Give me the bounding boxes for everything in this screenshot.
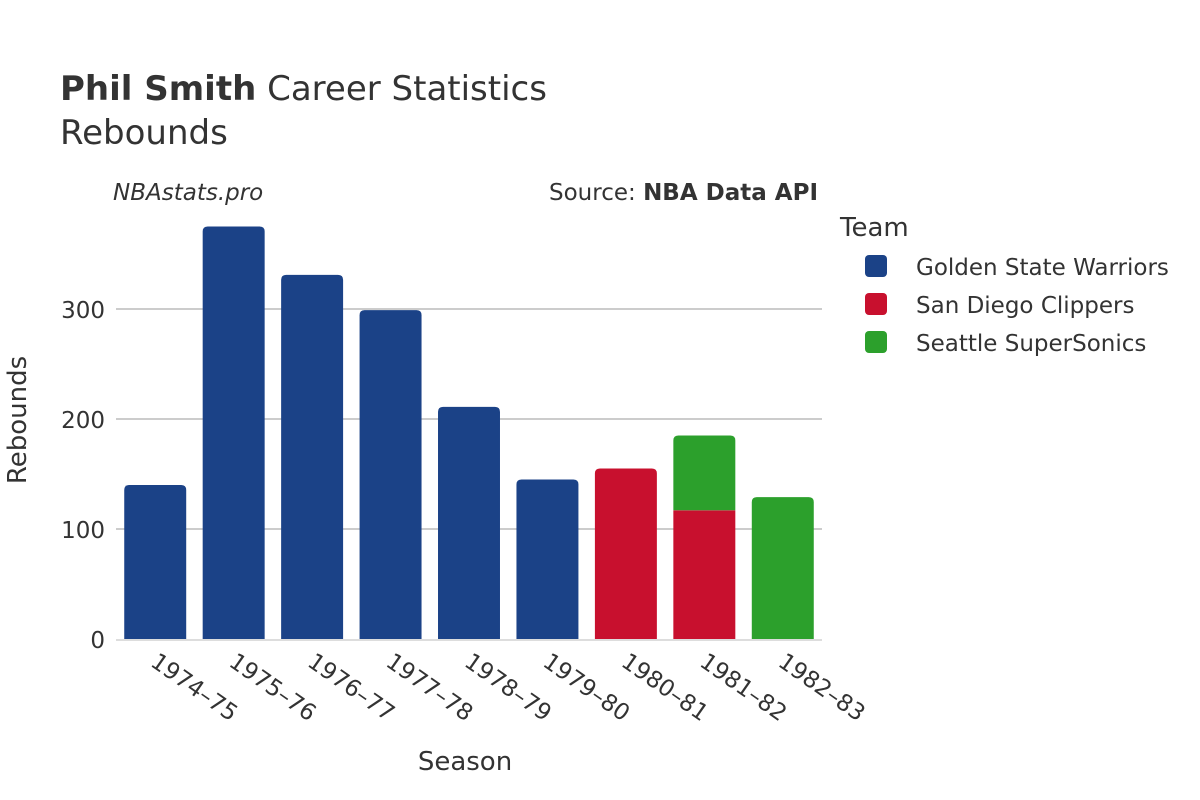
bar-golden-state-warriors [202, 226, 265, 639]
x-tick-label: 1982–83 [773, 649, 869, 727]
legend: Team Golden State Warriors San Diego Clip… [839, 213, 1169, 357]
legend-item-label: Seattle SuperSonics [916, 331, 1146, 357]
chart-subtitle: Rebounds [60, 113, 228, 153]
bar-golden-state-warriors [359, 310, 422, 639]
x-tick-label: 1980–81 [616, 649, 712, 727]
y-axis-label: Rebounds [3, 356, 33, 484]
source-name: NBA Data API [643, 180, 818, 206]
x-tick-label: 1977–78 [381, 649, 477, 727]
x-tick-label: 1975–76 [224, 649, 320, 727]
y-tick-label: 300 [61, 298, 105, 324]
legend-swatch [865, 255, 887, 277]
legend-swatch [865, 331, 887, 353]
bar-golden-state-warriors [281, 274, 344, 639]
bar-golden-state-warriors [516, 479, 579, 639]
x-axis-label: Season [418, 747, 512, 777]
title-rest: Career Statistics [256, 69, 547, 109]
x-axis-ticks: 1974–751975–761976–771977–781978–791979–… [146, 649, 870, 727]
chart-title: Phil Smith Career Statistics Rebounds [60, 69, 547, 153]
bar-golden-state-warriors [124, 485, 187, 639]
svg-text:Phil Smith Career Statistics: Phil Smith Career Statistics [60, 69, 547, 109]
y-tick-label: 0 [90, 628, 105, 654]
source-text: Source: NBA Data API [549, 180, 818, 206]
legend-item-label: Golden State Warriors [916, 255, 1169, 281]
legend-item-label: San Diego Clippers [916, 293, 1134, 319]
x-tick-label: 1974–75 [146, 649, 242, 727]
title-player: Phil Smith [60, 69, 256, 109]
bar-seattle-supersonics [673, 435, 736, 511]
bars [124, 226, 814, 639]
legend-swatch [865, 293, 887, 315]
y-axis-ticks: 0 100 200 300 [61, 298, 105, 654]
bar-san-diego-clippers [673, 510, 736, 639]
x-tick-label: 1981–82 [695, 649, 791, 727]
watermark-text: NBAstats.pro [113, 180, 263, 206]
y-tick-label: 100 [61, 518, 105, 544]
bar-san-diego-clippers [594, 468, 657, 639]
x-tick-label: 1976–77 [303, 649, 399, 727]
x-tick-label: 1979–80 [538, 649, 634, 727]
y-tick-label: 200 [61, 408, 105, 434]
source-prefix: Source: [549, 180, 643, 206]
bar-seattle-supersonics [751, 497, 814, 639]
legend-title: Team [839, 213, 909, 243]
bar-golden-state-warriors [438, 406, 500, 639]
x-tick-label: 1978–79 [460, 649, 556, 727]
